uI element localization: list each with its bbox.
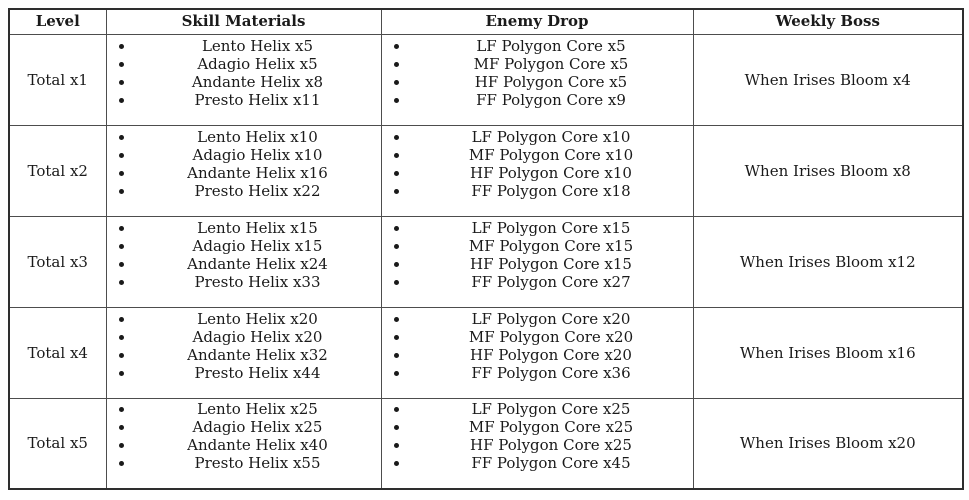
list-item: Lento Helix x15 — [135, 219, 381, 237]
column-header-weekly-boss: Weekly Boss — [692, 8, 964, 35]
list-item: Adagio Helix x15 — [135, 237, 381, 255]
list-item: HF Polygon Core x25 — [410, 436, 693, 454]
list-item: Lento Helix x10 — [135, 128, 381, 146]
list-item: Lento Helix x25 — [135, 400, 381, 418]
upgrade-materials-table: Level Skill Materials Enemy Drop Weekly … — [8, 8, 964, 490]
skill-materials-list: Lento Helix x15 Adagio Helix x15 Andante… — [107, 219, 381, 291]
list-item: FF Polygon Core x9 — [410, 91, 693, 109]
skill-materials-cell: Lento Helix x15 Adagio Helix x15 Andante… — [105, 215, 382, 308]
list-item: LF Polygon Core x10 — [410, 128, 693, 146]
list-item: Adagio Helix x10 — [135, 146, 381, 164]
list-item: Presto Helix x33 — [135, 273, 381, 291]
weekly-boss-cell: When Irises Bloom x16 — [692, 306, 964, 399]
list-item: Adagio Helix x25 — [135, 418, 381, 436]
list-item: LF Polygon Core x25 — [410, 400, 693, 418]
enemy-drop-cell: LF Polygon Core x5 MF Polygon Core x5 HF… — [380, 33, 694, 126]
table-header: Level Skill Materials Enemy Drop Weekly … — [8, 8, 964, 35]
list-item: Andante Helix x16 — [135, 164, 381, 182]
list-item: Andante Helix x32 — [135, 346, 381, 364]
list-item: FF Polygon Core x27 — [410, 273, 693, 291]
enemy-drop-cell: LF Polygon Core x25 MF Polygon Core x25 … — [380, 397, 694, 490]
list-item: Presto Helix x11 — [135, 91, 381, 109]
list-item: Andante Helix x40 — [135, 436, 381, 454]
enemy-drop-list: LF Polygon Core x15 MF Polygon Core x15 … — [382, 219, 693, 291]
list-item: MF Polygon Core x5 — [410, 55, 693, 73]
list-item: MF Polygon Core x15 — [410, 237, 693, 255]
list-item: Presto Helix x44 — [135, 364, 381, 382]
list-item: Andante Helix x24 — [135, 255, 381, 273]
level-cell: Total x1 — [8, 33, 107, 126]
list-item: Lento Helix x20 — [135, 310, 381, 328]
skill-materials-cell: Lento Helix x5 Adagio Helix x5 Andante H… — [105, 33, 382, 126]
enemy-drop-list: LF Polygon Core x10 MF Polygon Core x10 … — [382, 128, 693, 200]
list-item: LF Polygon Core x5 — [410, 37, 693, 55]
column-header-enemy-drop: Enemy Drop — [380, 8, 694, 35]
skill-materials-cell: Lento Helix x10 Adagio Helix x10 Andante… — [105, 124, 382, 217]
list-item: MF Polygon Core x20 — [410, 328, 693, 346]
enemy-drop-cell: LF Polygon Core x10 MF Polygon Core x10 … — [380, 124, 694, 217]
list-item: Adagio Helix x20 — [135, 328, 381, 346]
list-item: FF Polygon Core x36 — [410, 364, 693, 382]
list-item: MF Polygon Core x10 — [410, 146, 693, 164]
weekly-boss-cell: When Irises Bloom x12 — [692, 215, 964, 308]
header-row: Level Skill Materials Enemy Drop Weekly … — [8, 8, 964, 35]
table-row: Total x3 Lento Helix x15 Adagio Helix x1… — [8, 215, 964, 308]
skill-materials-list: Lento Helix x20 Adagio Helix x20 Andante… — [107, 310, 381, 382]
list-item: HF Polygon Core x20 — [410, 346, 693, 364]
list-item: Lento Helix x5 — [135, 37, 381, 55]
weekly-boss-cell: When Irises Bloom x4 — [692, 33, 964, 126]
enemy-drop-cell: LF Polygon Core x15 MF Polygon Core x15 … — [380, 215, 694, 308]
table-row: Total x1 Lento Helix x5 Adagio Helix x5 … — [8, 33, 964, 126]
list-item: FF Polygon Core x18 — [410, 182, 693, 200]
level-cell: Total x2 — [8, 124, 107, 217]
list-item: HF Polygon Core x5 — [410, 73, 693, 91]
table-body: Total x1 Lento Helix x5 Adagio Helix x5 … — [8, 33, 964, 490]
column-header-level: Level — [8, 8, 107, 35]
list-item: Adagio Helix x5 — [135, 55, 381, 73]
enemy-drop-list: LF Polygon Core x20 MF Polygon Core x20 … — [382, 310, 693, 382]
list-item: LF Polygon Core x20 — [410, 310, 693, 328]
enemy-drop-list: LF Polygon Core x5 MF Polygon Core x5 HF… — [382, 37, 693, 109]
list-item: LF Polygon Core x15 — [410, 219, 693, 237]
list-item: HF Polygon Core x15 — [410, 255, 693, 273]
skill-materials-cell: Lento Helix x25 Adagio Helix x25 Andante… — [105, 397, 382, 490]
list-item: Andante Helix x8 — [135, 73, 381, 91]
table-row: Total x4 Lento Helix x20 Adagio Helix x2… — [8, 306, 964, 399]
list-item: Presto Helix x22 — [135, 182, 381, 200]
list-item: HF Polygon Core x10 — [410, 164, 693, 182]
list-item: FF Polygon Core x45 — [410, 454, 693, 472]
table-row: Total x2 Lento Helix x10 Adagio Helix x1… — [8, 124, 964, 217]
enemy-drop-list: LF Polygon Core x25 MF Polygon Core x25 … — [382, 400, 693, 472]
level-cell: Total x3 — [8, 215, 107, 308]
column-header-skill-materials: Skill Materials — [105, 8, 382, 35]
enemy-drop-cell: LF Polygon Core x20 MF Polygon Core x20 … — [380, 306, 694, 399]
list-item: MF Polygon Core x25 — [410, 418, 693, 436]
weekly-boss-cell: When Irises Bloom x20 — [692, 397, 964, 490]
skill-materials-list: Lento Helix x5 Adagio Helix x5 Andante H… — [107, 37, 381, 109]
level-cell: Total x5 — [8, 397, 107, 490]
weekly-boss-cell: When Irises Bloom x8 — [692, 124, 964, 217]
skill-materials-list: Lento Helix x25 Adagio Helix x25 Andante… — [107, 400, 381, 472]
level-cell: Total x4 — [8, 306, 107, 399]
skill-materials-list: Lento Helix x10 Adagio Helix x10 Andante… — [107, 128, 381, 200]
skill-materials-cell: Lento Helix x20 Adagio Helix x20 Andante… — [105, 306, 382, 399]
table-row: Total x5 Lento Helix x25 Adagio Helix x2… — [8, 397, 964, 490]
list-item: Presto Helix x55 — [135, 454, 381, 472]
